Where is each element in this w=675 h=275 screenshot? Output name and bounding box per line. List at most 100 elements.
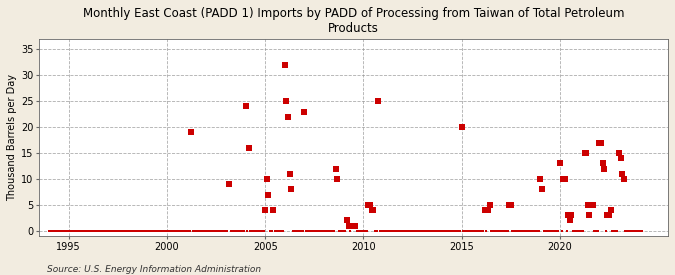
Point bbox=[529, 229, 539, 233]
Point bbox=[504, 203, 514, 207]
Point bbox=[221, 229, 232, 233]
Point bbox=[323, 229, 334, 233]
Point bbox=[415, 229, 426, 233]
Point bbox=[432, 229, 443, 233]
Point bbox=[580, 151, 591, 155]
Point bbox=[337, 229, 348, 233]
Point bbox=[466, 229, 477, 233]
Point bbox=[158, 229, 169, 233]
Point bbox=[67, 229, 78, 233]
Point bbox=[628, 229, 639, 233]
Point bbox=[65, 229, 76, 233]
Point bbox=[437, 229, 448, 233]
Point bbox=[132, 229, 143, 233]
Point bbox=[171, 229, 182, 233]
Point bbox=[106, 229, 117, 233]
Point bbox=[441, 229, 452, 233]
Point bbox=[566, 213, 577, 218]
Point bbox=[49, 229, 59, 233]
Point bbox=[148, 229, 159, 233]
Point bbox=[617, 172, 628, 176]
Point bbox=[313, 229, 323, 233]
Point bbox=[523, 229, 534, 233]
Point bbox=[610, 229, 621, 233]
Point bbox=[632, 229, 643, 233]
Point bbox=[186, 130, 197, 134]
Point bbox=[367, 208, 377, 212]
Point bbox=[589, 229, 600, 233]
Point bbox=[423, 229, 434, 233]
Point bbox=[190, 229, 200, 233]
Point bbox=[335, 229, 346, 233]
Point bbox=[514, 229, 524, 233]
Point bbox=[55, 229, 66, 233]
Point bbox=[119, 229, 130, 233]
Point bbox=[184, 229, 195, 233]
Point bbox=[72, 229, 82, 233]
Point bbox=[453, 229, 464, 233]
Point bbox=[530, 229, 541, 233]
Point bbox=[356, 229, 367, 233]
Point bbox=[340, 229, 351, 233]
Text: Source: U.S. Energy Information Administration: Source: U.S. Energy Information Administ… bbox=[47, 265, 261, 274]
Point bbox=[572, 229, 583, 233]
Point bbox=[329, 229, 340, 233]
Point bbox=[80, 229, 90, 233]
Point bbox=[122, 229, 133, 233]
Point bbox=[456, 125, 467, 129]
Point bbox=[180, 229, 190, 233]
Point bbox=[223, 182, 234, 186]
Point bbox=[344, 223, 354, 228]
Point bbox=[440, 229, 451, 233]
Point bbox=[44, 229, 55, 233]
Point bbox=[199, 229, 210, 233]
Point bbox=[381, 229, 392, 233]
Point bbox=[219, 229, 230, 233]
Point bbox=[389, 229, 400, 233]
Point bbox=[591, 229, 601, 233]
Point bbox=[555, 161, 566, 166]
Point bbox=[261, 177, 272, 181]
Point bbox=[506, 203, 516, 207]
Point bbox=[298, 229, 308, 233]
Point bbox=[160, 229, 171, 233]
Point bbox=[157, 229, 167, 233]
Point bbox=[286, 187, 297, 191]
Point bbox=[91, 229, 102, 233]
Point bbox=[561, 229, 572, 233]
Point bbox=[569, 229, 580, 233]
Point bbox=[489, 229, 500, 233]
Point bbox=[564, 218, 575, 223]
Point bbox=[70, 229, 80, 233]
Point bbox=[475, 229, 485, 233]
Point bbox=[283, 114, 294, 119]
Point bbox=[242, 229, 252, 233]
Point bbox=[409, 229, 420, 233]
Point bbox=[607, 229, 618, 233]
Point bbox=[376, 229, 387, 233]
Point bbox=[560, 177, 570, 181]
Point bbox=[140, 229, 151, 233]
Point bbox=[417, 229, 428, 233]
Point bbox=[520, 229, 531, 233]
Point bbox=[525, 229, 536, 233]
Point bbox=[615, 156, 626, 160]
Point bbox=[98, 229, 109, 233]
Point bbox=[209, 229, 220, 233]
Point bbox=[543, 229, 554, 233]
Point bbox=[406, 229, 416, 233]
Point bbox=[605, 208, 616, 212]
Point bbox=[468, 229, 479, 233]
Point bbox=[263, 192, 274, 197]
Point bbox=[290, 229, 300, 233]
Point bbox=[494, 229, 505, 233]
Point bbox=[127, 229, 138, 233]
Point bbox=[446, 229, 457, 233]
Point bbox=[300, 229, 311, 233]
Point bbox=[103, 229, 113, 233]
Point bbox=[211, 229, 221, 233]
Point bbox=[586, 203, 597, 207]
Point bbox=[269, 229, 280, 233]
Point bbox=[418, 229, 429, 233]
Point bbox=[576, 229, 587, 233]
